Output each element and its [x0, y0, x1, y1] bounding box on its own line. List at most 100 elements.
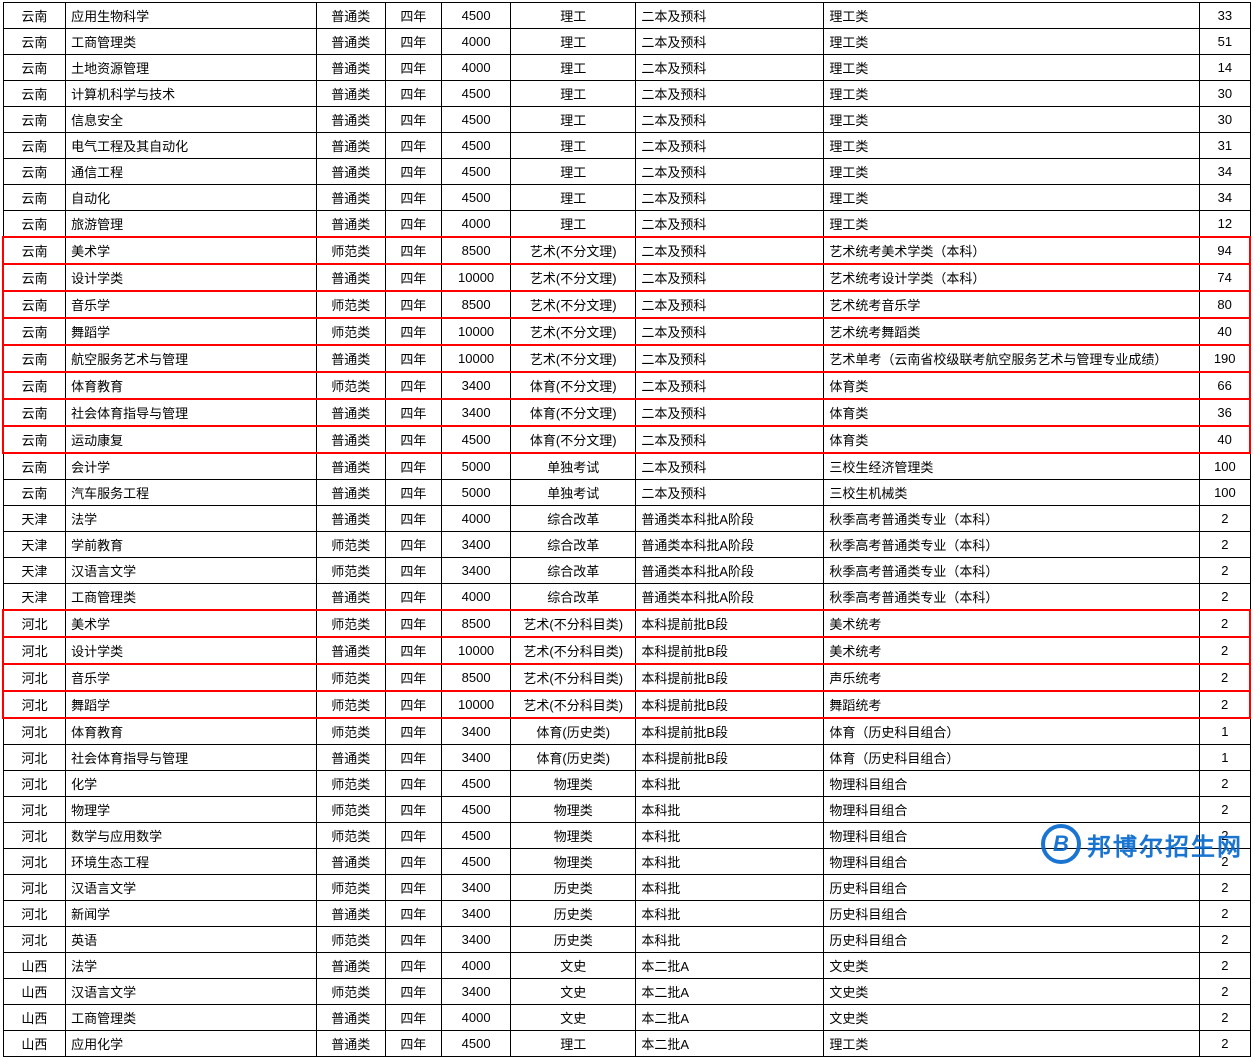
table-cell: 文史类 — [824, 1005, 1200, 1031]
table-cell: 二本及预科 — [636, 399, 824, 426]
table-cell: 物理类 — [511, 797, 636, 823]
table-cell: 普通类 — [316, 1005, 385, 1031]
table-cell: 体育类 — [824, 372, 1200, 399]
table-row: 山西法学普通类四年4000文史本二批A文史类2 — [3, 953, 1250, 979]
table-cell: 物理科目组合 — [824, 823, 1200, 849]
table-cell: 普通类 — [316, 81, 385, 107]
table-cell: 14 — [1200, 55, 1250, 81]
table-cell: 4000 — [442, 506, 511, 532]
table-cell: 艺术统考音乐学 — [824, 291, 1200, 318]
table-cell: 四年 — [385, 745, 441, 771]
table-row: 云南旅游管理普通类四年4000理工二本及预科理工类12 — [3, 211, 1250, 238]
table-cell: 云南 — [3, 426, 66, 453]
table-cell: 普通类 — [316, 426, 385, 453]
table-cell: 二本及预科 — [636, 159, 824, 185]
table-cell: 学前教育 — [66, 532, 317, 558]
table-cell: 社会体育指导与管理 — [66, 399, 317, 426]
table-cell: 历史类 — [511, 901, 636, 927]
table-cell: 本科批 — [636, 901, 824, 927]
table-cell: 体育（历史科目组合） — [824, 745, 1200, 771]
table-cell: 通信工程 — [66, 159, 317, 185]
table-cell: 二本及预科 — [636, 55, 824, 81]
table-cell: 二本及预科 — [636, 81, 824, 107]
table-row: 天津工商管理类普通类四年4000综合改革普通类本科批A阶段秋季高考普通类专业（本… — [3, 584, 1250, 611]
table-cell: 云南 — [3, 345, 66, 372]
table-cell: 二本及预科 — [636, 372, 824, 399]
table-cell: 四年 — [385, 264, 441, 291]
table-cell: 秋季高考普通类专业（本科） — [824, 584, 1200, 611]
table-cell: 云南 — [3, 3, 66, 29]
table-cell: 体育类 — [824, 399, 1200, 426]
table-cell: 自动化 — [66, 185, 317, 211]
table-cell: 舞蹈学 — [66, 691, 317, 718]
table-cell: 文史类 — [824, 953, 1200, 979]
table-cell: 2 — [1200, 610, 1250, 637]
table-cell: 理工 — [511, 81, 636, 107]
table-cell: 秋季高考普通类专业（本科） — [824, 558, 1200, 584]
table-cell: 四年 — [385, 1005, 441, 1031]
table-row: 河北舞蹈学师范类四年10000艺术(不分科目类)本科提前批B段舞蹈统考2 — [3, 691, 1250, 718]
table-cell: 四年 — [385, 185, 441, 211]
table-cell: 二本及预科 — [636, 480, 824, 506]
table-cell: 二本及预科 — [636, 291, 824, 318]
table-cell: 师范类 — [316, 372, 385, 399]
table-cell: 计算机科学与技术 — [66, 81, 317, 107]
table-cell: 2 — [1200, 953, 1250, 979]
table-cell: 二本及预科 — [636, 453, 824, 480]
table-cell: 师范类 — [316, 664, 385, 691]
table-cell: 普通类 — [316, 745, 385, 771]
table-cell: 美术统考 — [824, 610, 1200, 637]
table-cell: 理工类 — [824, 107, 1200, 133]
table-cell: 四年 — [385, 133, 441, 159]
table-cell: 师范类 — [316, 532, 385, 558]
table-cell: 河北 — [3, 691, 66, 718]
table-row: 云南通信工程普通类四年4500理工二本及预科理工类34 — [3, 159, 1250, 185]
table-cell: 物理科目组合 — [824, 771, 1200, 797]
table-cell: 4500 — [442, 185, 511, 211]
table-cell: 四年 — [385, 718, 441, 745]
table-cell: 天津 — [3, 558, 66, 584]
table-body: 云南应用生物科学普通类四年4500理工二本及预科理工类33云南工商管理类普通类四… — [3, 3, 1250, 1057]
table-cell: 汉语言文学 — [66, 875, 317, 901]
table-row: 云南信息安全普通类四年4500理工二本及预科理工类30 — [3, 107, 1250, 133]
table-cell: 河北 — [3, 718, 66, 745]
table-cell: 10000 — [442, 264, 511, 291]
table-cell: 设计学类 — [66, 264, 317, 291]
table-cell: 4500 — [442, 81, 511, 107]
table-cell: 师范类 — [316, 291, 385, 318]
table-cell: 四年 — [385, 771, 441, 797]
table-cell: 四年 — [385, 637, 441, 664]
table-cell: 艺术单考（云南省校级联考航空服务艺术与管理专业成绩） — [824, 345, 1200, 372]
table-cell: 体育(不分文理) — [511, 372, 636, 399]
table-cell: 2 — [1200, 532, 1250, 558]
table-cell: 36 — [1200, 399, 1250, 426]
table-cell: 2 — [1200, 664, 1250, 691]
table-cell: 本二批A — [636, 979, 824, 1005]
table-cell: 河北 — [3, 823, 66, 849]
table-row: 云南航空服务艺术与管理普通类四年10000艺术(不分文理)二本及预科艺术单考（云… — [3, 345, 1250, 372]
table-cell: 10000 — [442, 691, 511, 718]
table-row: 山西应用化学普通类四年4500理工本二批A理工类2 — [3, 1031, 1250, 1057]
table-cell: 二本及预科 — [636, 185, 824, 211]
table-cell: 单独考试 — [511, 480, 636, 506]
table-cell: 2 — [1200, 691, 1250, 718]
table-cell: 艺术统考美术学类（本科） — [824, 237, 1200, 264]
table-cell: 普通类本科批A阶段 — [636, 506, 824, 532]
table-cell: 工商管理类 — [66, 1005, 317, 1031]
table-row: 天津学前教育师范类四年3400综合改革普通类本科批A阶段秋季高考普通类专业（本科… — [3, 532, 1250, 558]
table-cell: 师范类 — [316, 237, 385, 264]
table-cell: 四年 — [385, 823, 441, 849]
table-cell: 设计学类 — [66, 637, 317, 664]
table-row: 河北体育教育师范类四年3400体育(历史类)本科提前批B段体育（历史科目组合）1 — [3, 718, 1250, 745]
table-cell: 运动康复 — [66, 426, 317, 453]
table-cell: 本二批A — [636, 1031, 824, 1057]
table-cell: 2 — [1200, 506, 1250, 532]
table-cell: 云南 — [3, 291, 66, 318]
table-cell: 云南 — [3, 29, 66, 55]
table-cell: 云南 — [3, 55, 66, 81]
table-cell: 四年 — [385, 610, 441, 637]
table-cell: 四年 — [385, 372, 441, 399]
table-cell: 2 — [1200, 823, 1250, 849]
table-cell: 本科提前批B段 — [636, 664, 824, 691]
table-cell: 四年 — [385, 584, 441, 611]
